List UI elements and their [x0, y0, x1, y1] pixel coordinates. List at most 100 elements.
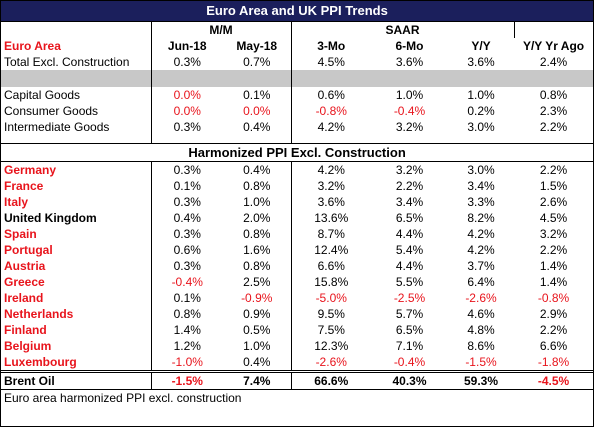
value-cell: 6.4%	[467, 275, 495, 289]
row-label: Austria	[4, 259, 46, 273]
value-cell: 0.3%	[150, 54, 223, 70]
value-cell: 5.5%	[395, 275, 424, 289]
value-cell: 1.0%	[395, 88, 424, 102]
value-cell: 1.2%	[150, 338, 223, 354]
brent-row: Brent Oil -1.5% 7.4% 66.6% 40.3% 59.3% -4.5%	[1, 370, 593, 390]
row-label: Greece	[4, 275, 45, 289]
value-cell: 0.8%	[243, 259, 271, 273]
value-cell: 3.7%	[467, 259, 495, 273]
value-cell: 6.5%	[395, 323, 424, 337]
row-label: Germany	[4, 163, 57, 177]
value-cell: 2.4%	[539, 55, 568, 69]
value-cell: 1.5%	[539, 179, 568, 193]
column-header: Y/Y	[471, 39, 491, 53]
value-cell: 3.0%	[467, 163, 495, 177]
value-cell: 7.1%	[395, 339, 424, 353]
row-label: United Kingdom	[4, 211, 97, 225]
blank	[290, 135, 371, 144]
value-cell: 4.4%	[395, 259, 424, 273]
value-cell: 5.4%	[395, 243, 424, 257]
value-cell: 0.1%	[150, 178, 223, 194]
row-label: Spain	[4, 227, 37, 241]
gap-row	[1, 135, 593, 144]
value-cell: 12.4%	[290, 242, 371, 258]
blank	[290, 70, 371, 87]
value-cell: 4.2%	[290, 161, 371, 178]
value-cell: 5.7%	[395, 307, 424, 321]
value-cell: 2.3%	[539, 104, 568, 118]
blank	[448, 70, 514, 87]
value-cell: 1.4%	[539, 259, 568, 273]
value-cell: 1.6%	[243, 243, 271, 257]
value-cell: 0.9%	[243, 307, 271, 321]
table-title: Euro Area and UK PPI Trends	[1, 1, 593, 22]
blank	[1, 135, 151, 144]
country-row: Luxembourg -1.0% 0.4% -2.6% -0.4% -1.5% -1.8%	[1, 354, 593, 372]
value-cell: 1.0%	[243, 195, 271, 209]
blank	[150, 135, 223, 144]
value-cell: 59.3%	[448, 370, 514, 390]
value-cell: 0.8%	[243, 227, 271, 241]
goods-row: Intermediate Goods 0.3% 0.4% 4.2% 3.2% 3.0% 2.…	[1, 119, 593, 135]
blank	[513, 21, 593, 38]
value-cell: 12.3%	[290, 338, 371, 354]
country-row: Greece -0.4% 2.5% 15.8% 5.5% 6.4% 1.4%	[1, 274, 593, 290]
row-label: Luxembourg	[4, 355, 77, 369]
value-cell: 0.8%	[539, 88, 568, 102]
value-cell: 8.6%	[467, 339, 495, 353]
value-cell: 3.4%	[467, 179, 495, 193]
value-cell: 2.6%	[539, 195, 568, 209]
value-cell: 66.6%	[290, 370, 371, 390]
value-cell: 0.3%	[150, 119, 223, 135]
value-cell: 3.4%	[395, 195, 424, 209]
value-cell: 7.4%	[223, 370, 291, 390]
value-cell: 2.2%	[395, 179, 424, 193]
value-cell: -2.6%	[465, 291, 497, 305]
country-row: Ireland 0.1% -0.9% -5.0% -2.5% -2.6% -0.8%	[1, 290, 593, 306]
row-label: Finland	[4, 323, 47, 337]
country-row: Portugal 0.6% 1.6% 12.4% 5.4% 4.2% 2.2%	[1, 242, 593, 258]
blank	[223, 70, 291, 87]
country-row: Austria 0.3% 0.8% 6.6% 4.4% 3.7% 1.4%	[1, 258, 593, 274]
group-header: SAAR	[290, 21, 514, 38]
value-cell: -4.5%	[514, 370, 593, 390]
row-label: Total Excl. Construction	[4, 55, 130, 69]
value-cell: 0.3%	[150, 161, 223, 178]
value-cell: 4.5%	[539, 211, 568, 225]
value-cell: 13.6%	[290, 210, 371, 226]
value-cell: -2.5%	[393, 291, 426, 305]
value-cell: 0.0%	[150, 103, 223, 119]
value-cell: 6.6%	[290, 258, 371, 274]
value-cell: 3.2%	[290, 178, 371, 194]
country-row: Spain 0.3% 0.8% 8.7% 4.4% 4.2% 3.2%	[1, 226, 593, 242]
value-cell: -2.6%	[290, 354, 371, 372]
value-cell: 1.4%	[539, 275, 568, 289]
value-cell: 9.5%	[290, 306, 371, 322]
value-cell: 3.6%	[395, 55, 424, 69]
value-cell: -1.0%	[150, 354, 223, 372]
row-label: Capital Goods	[4, 88, 81, 102]
country-row: France 0.1% 0.8% 3.2% 2.2% 3.4% 1.5%	[1, 178, 593, 194]
value-cell: 2.9%	[539, 307, 568, 321]
value-cell: -0.9%	[241, 291, 273, 305]
column-header: 6-Mo	[395, 39, 424, 53]
value-cell: 2.2%	[539, 243, 568, 257]
column-header: 3-Mo	[290, 38, 371, 54]
value-cell: 0.1%	[150, 290, 223, 306]
row-label: Intermediate Goods	[4, 120, 110, 134]
column-header: Y/Y Yr Ago	[522, 39, 585, 53]
header-label: Euro Area	[4, 39, 61, 53]
blank	[514, 70, 593, 87]
value-cell: 0.2%	[467, 104, 495, 118]
row-label: Brent Oil	[1, 370, 151, 390]
value-cell: 3.2%	[395, 163, 424, 177]
value-cell: 0.4%	[243, 120, 271, 134]
blank	[1, 70, 151, 87]
goods-row: Capital Goods 0.0% 0.1% 0.6% 1.0% 1.0% 0.8%	[1, 87, 593, 103]
value-cell: -5.0%	[290, 290, 371, 306]
value-cell: 4.2%	[467, 243, 495, 257]
value-cell: 4.6%	[467, 307, 495, 321]
goods-row: Consumer Goods 0.0% 0.0% -0.8% -0.4% 0.2% 2.3%	[1, 103, 593, 119]
row-label: France	[4, 179, 44, 193]
